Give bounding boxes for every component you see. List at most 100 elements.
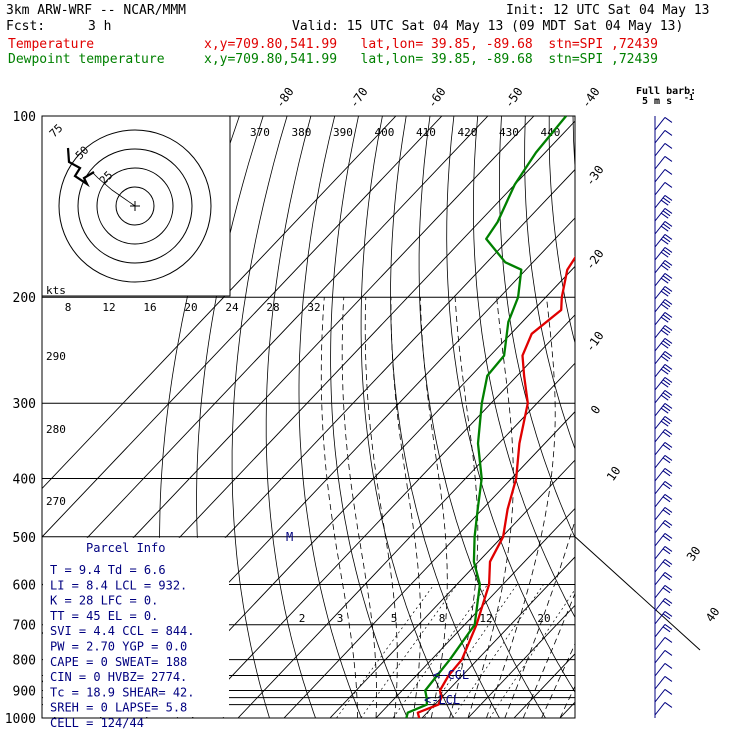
- wind-barb: [654, 208, 673, 222]
- isotherm-line: [42, 116, 489, 587]
- wind-barb-staff: [654, 676, 666, 690]
- dry-adiabat-line: [472, 116, 575, 619]
- isotherm-label: -60: [425, 85, 449, 111]
- wind-barb-feather: [660, 238, 669, 245]
- wind-barb: [654, 507, 673, 521]
- model-title: 3km ARW-WRF -- NCAR/MMM: [6, 3, 186, 18]
- dry-adiabat-line: [298, 116, 362, 718]
- theta-label: 280: [46, 423, 66, 436]
- wind-barb-staff: [654, 156, 666, 170]
- wind-barb-feather: [662, 548, 671, 555]
- wind-barb-feather: [662, 262, 671, 269]
- wind-barb-feather: [664, 364, 673, 370]
- wind-barb: [654, 234, 673, 248]
- wind-barb-feather: [662, 561, 671, 568]
- wind-barb: [654, 338, 673, 352]
- wind-barb-feather: [660, 329, 669, 336]
- wind-barb-feather: [660, 199, 669, 206]
- pressure-label: 300: [13, 397, 36, 412]
- hodograph-ring: [115, 186, 155, 226]
- parcel-info-title: Parcel Info: [86, 541, 165, 555]
- wind-barb: [654, 598, 673, 612]
- parcel-info-row: CIN = 0 HVBZ= 2774.: [50, 670, 187, 684]
- hodograph-ring: [77, 148, 193, 264]
- init-time: Init: 12 UTC Sat 04 May 13: [506, 3, 710, 18]
- wind-barb: [654, 611, 673, 625]
- wind-barb-staff: [654, 507, 666, 521]
- wind-barb-staff: [654, 429, 666, 443]
- dry-adiabat-line: [597, 116, 740, 718]
- wind-barb-feather: [662, 223, 671, 230]
- wind-barb-staff: [654, 585, 666, 599]
- moist-adiabat-line: [504, 519, 575, 718]
- wind-barb-feather: [662, 574, 671, 581]
- mixing-ratio-label: 2: [299, 612, 306, 625]
- dry-adiabat-line: [418, 116, 546, 718]
- wind-barb-feather: [664, 117, 673, 123]
- wind-barb-feather: [662, 509, 671, 516]
- wind-barb-feather: [662, 418, 671, 425]
- wind-barb-feather: [664, 130, 673, 136]
- wind-barb-feather: [660, 368, 669, 375]
- theta-label: 430: [499, 126, 519, 139]
- parcel-info-row: SREH = 0 LAPSE= 5.8: [50, 701, 187, 715]
- wind-barb-feather: [660, 303, 669, 310]
- theta-label: 390: [333, 126, 353, 139]
- wind-barb-feather: [660, 407, 669, 414]
- wind-barb-feather: [664, 325, 673, 331]
- speed-scale-label: 16: [143, 301, 156, 314]
- wind-barb-feather: [662, 379, 671, 386]
- dry-adiabat-line: [231, 116, 288, 718]
- wind-barb: [654, 663, 673, 677]
- moist-adiabat-line: [559, 685, 575, 718]
- wind-barb-feather: [664, 624, 673, 630]
- wind-barb: [654, 182, 673, 196]
- wind-barb-feather: [664, 143, 673, 149]
- isotherm-line: [559, 701, 575, 718]
- wind-barb: [654, 156, 673, 170]
- pressure-label: 900: [13, 684, 36, 699]
- wind-barb-feather: [660, 264, 669, 271]
- wind-barb-feather: [662, 626, 671, 633]
- wind-barb-staff: [654, 169, 666, 183]
- wind-barb-feather: [664, 169, 673, 175]
- wind-barb: [654, 429, 673, 443]
- isotherm-label: -40: [579, 85, 603, 111]
- isotherm-line: [283, 411, 575, 718]
- wind-barb-feather: [664, 702, 673, 708]
- theta-label: 370: [250, 126, 270, 139]
- wind-barb-feather: [664, 299, 673, 305]
- wind-barb-feather: [662, 405, 671, 412]
- wind-barb-staff: [654, 182, 666, 196]
- wind-barb-feather: [664, 208, 673, 214]
- parcel-info-row: SVI = 4.4 CCL = 844.: [50, 624, 195, 638]
- barb-legend-speed: 5 m s: [642, 96, 672, 107]
- wind-barb-feather: [662, 522, 671, 529]
- wind-barb-feather: [662, 249, 671, 256]
- wind-barb-feather: [664, 221, 673, 227]
- moist-adiabat-line: [522, 592, 575, 718]
- wind-barb: [654, 455, 673, 469]
- wind-barb-staff: [654, 143, 666, 157]
- wind-barb-staff: [654, 663, 666, 677]
- wind-barb-staff: [654, 442, 666, 456]
- wind-barb-staff: [654, 130, 666, 144]
- parcel-info-row: K = 28 LFC = 0.: [50, 594, 158, 608]
- wind-barb-staff: [654, 702, 666, 716]
- hodograph-ring: [58, 129, 212, 283]
- wind-barb-feather: [662, 340, 671, 347]
- isotherm-line: [42, 116, 443, 538]
- theta-label: 420: [458, 126, 478, 139]
- temperature-location: x,y=709.80,541.99 lat,lon= 39.85, -89.68…: [204, 37, 658, 52]
- theta-label: 380: [292, 126, 312, 139]
- wind-barb-feather: [664, 234, 673, 240]
- wind-barb-feather: [660, 394, 669, 401]
- isotherm-line: [606, 116, 740, 718]
- isotherm-label: -10: [583, 329, 607, 355]
- wind-barb-feather: [664, 195, 673, 201]
- lcl-marker: <-LCL: [424, 693, 460, 707]
- wind-barb-feather: [664, 455, 673, 461]
- barb-legend-title: Full barb:: [636, 86, 696, 97]
- isotherm-line: [421, 556, 575, 718]
